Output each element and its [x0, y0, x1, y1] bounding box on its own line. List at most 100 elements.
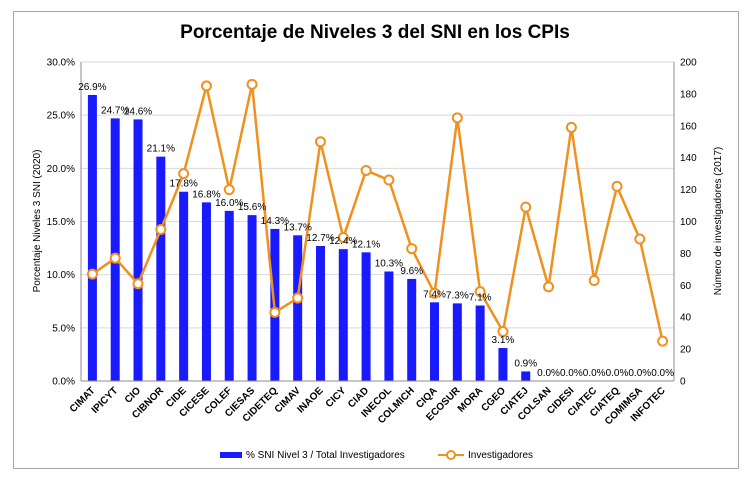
legend-bar-swatch — [220, 452, 242, 458]
bar-data-label: 0.0% — [651, 368, 674, 379]
y-tick-label: 0.0% — [52, 377, 75, 388]
line-marker — [223, 184, 235, 196]
y2-tick-label: 140 — [680, 153, 697, 164]
line-marker — [383, 174, 395, 186]
bar-data-label: 0.0% — [606, 368, 629, 379]
x-category-label: CICY — [324, 385, 349, 410]
bar — [156, 156, 166, 381]
y2-tick-label: 180 — [680, 89, 697, 100]
line-marker — [657, 335, 669, 347]
line-marker — [497, 326, 509, 338]
y-tick-label: 5.0% — [52, 323, 75, 334]
bar-data-label: 12.7% — [306, 233, 334, 244]
legend-bar-label: % SNI Nivel 3 / Total Investigadores — [246, 450, 405, 461]
bar — [338, 249, 348, 381]
line-marker — [155, 223, 167, 235]
bar-data-label: 7.3% — [446, 290, 469, 301]
bar-data-label: 21.1% — [147, 144, 175, 155]
line-marker — [86, 268, 98, 280]
line-marker — [314, 136, 326, 148]
y2-tick-label: 200 — [680, 58, 697, 69]
bar — [133, 119, 143, 382]
bar-data-label: 0.0% — [537, 368, 560, 379]
line-marker — [429, 287, 441, 299]
line-marker — [360, 164, 372, 176]
y-tick-label: 30.0% — [47, 58, 75, 69]
bar-data-label: 7.1% — [469, 293, 492, 304]
bar — [475, 305, 485, 381]
line-marker — [269, 306, 281, 318]
bar-data-label: 0.0% — [560, 368, 583, 379]
bar-data-label: 24.6% — [124, 106, 152, 117]
x-category-label: IPICYT — [90, 385, 121, 416]
bar — [361, 252, 371, 381]
x-category-label: INAOE — [295, 385, 325, 415]
line-marker — [588, 275, 600, 287]
legend-line-label: Investigadores — [468, 450, 533, 461]
axes — [80, 62, 675, 382]
legend: % SNI Nivel 3 / Total Investigadores Inv… — [220, 450, 533, 461]
bar — [247, 215, 257, 381]
line-marker — [132, 278, 144, 290]
legend-line-marker — [446, 450, 456, 460]
y-axis-ticks: 0.0% 5.0% 10.0% 15.0% 20.0% 25.0% 30.0% — [47, 58, 75, 388]
chart-title: Porcentaje de Niveles 3 del SNI en los C… — [180, 22, 570, 43]
bar-data-label: 0.9% — [514, 358, 537, 369]
bar-data-label: 24.7% — [101, 105, 129, 116]
y2-tick-label: 20 — [680, 345, 692, 356]
bar-data-label: 0.0% — [583, 368, 606, 379]
bar-data-label: 16.0% — [215, 198, 243, 209]
bar-data-label: 13.7% — [283, 222, 311, 233]
bar-data-label: 9.6% — [400, 266, 423, 277]
bar — [407, 278, 417, 381]
line-marker — [292, 292, 304, 304]
line-marker — [565, 121, 577, 133]
y2-tick-label: 80 — [680, 249, 692, 260]
line-marker — [611, 180, 623, 192]
y-tick-label: 20.0% — [47, 164, 75, 175]
line-marker — [246, 78, 258, 90]
bar-data-label: 16.8% — [192, 189, 220, 200]
y2-axis-ticks: 0 20 40 60 80 100 120 140 160 180 200 — [680, 58, 697, 388]
y2-tick-label: 40 — [680, 313, 692, 324]
bar-data-label: 0.0% — [628, 368, 651, 379]
y-tick-label: 25.0% — [47, 111, 75, 122]
investigadores-line — [91, 84, 664, 342]
bar-data-label: 14.3% — [261, 216, 289, 227]
bar-data-label: 17.8% — [169, 179, 197, 190]
line-marker — [520, 201, 532, 213]
line-marker — [406, 243, 418, 255]
bar — [498, 348, 508, 381]
y2-axis-label: Número de investigadores (2017) — [713, 147, 724, 295]
bar-data-label: 15.6% — [238, 202, 266, 213]
bar — [224, 210, 234, 381]
bar-data-label: 12.4% — [329, 236, 357, 247]
y2-tick-label: 120 — [680, 185, 697, 196]
bar — [201, 202, 211, 381]
line-series — [86, 78, 669, 347]
bar — [315, 245, 325, 381]
y2-tick-label: 60 — [680, 281, 692, 292]
x-category-label: MORA — [456, 385, 485, 414]
bar — [110, 118, 120, 382]
bar-data-label: 10.3% — [375, 258, 403, 269]
line-marker — [200, 80, 212, 92]
y-axis-label: Porcentaje Niveles 3 SNI (2020) — [32, 150, 43, 293]
y2-tick-label: 160 — [680, 121, 697, 132]
data-labels: 26.9% 24.7%24.6% 21.1% 17.8%16.8%16.0%15.6%… — [78, 82, 674, 379]
y-tick-label: 10.0% — [47, 270, 75, 281]
line-marker — [543, 281, 555, 293]
bar — [452, 303, 462, 381]
bar-data-label: 7.4% — [423, 289, 446, 300]
y2-tick-label: 100 — [680, 217, 697, 228]
line-marker — [634, 233, 646, 245]
y-tick-label: 15.0% — [47, 217, 75, 228]
bar — [384, 271, 394, 381]
line-marker — [109, 252, 121, 264]
bar-data-label: 12.1% — [352, 239, 380, 250]
gridlines — [81, 61, 674, 329]
bar-data-label: 3.1% — [492, 335, 515, 346]
bar — [521, 371, 531, 381]
